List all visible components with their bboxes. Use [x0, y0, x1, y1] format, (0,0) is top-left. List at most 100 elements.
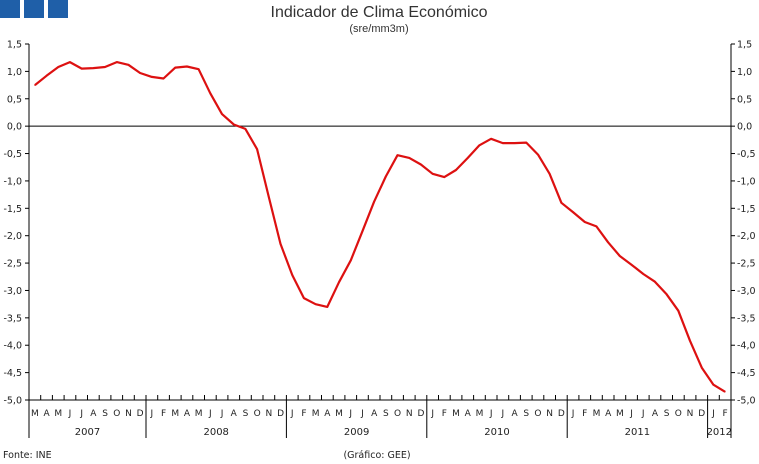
month-label: F [301, 409, 306, 419]
brand-logo [0, 0, 68, 18]
footer-credit: (Gráfico: GEE) [343, 450, 410, 461]
data-point [385, 175, 387, 178]
y-tick-label: -3,0 [3, 286, 22, 297]
data-point [560, 202, 563, 204]
y-axis-left-labels: 1,5 1,0 0,5 0,0 -0,5 -1,0 -1,5 -2,0 -2,5 -3,0 -3,5… [3, 40, 22, 407]
data-point [326, 306, 328, 308]
y-tick-label: 1,0 [7, 67, 22, 78]
year-label: 2011 [625, 427, 650, 438]
data-point [92, 67, 94, 69]
data-point [701, 367, 703, 369]
y-tick-label: -3,5 [3, 313, 22, 324]
month-label: M [335, 409, 343, 419]
month-label: A [371, 409, 378, 419]
data-point [256, 148, 258, 150]
month-label: F [582, 409, 587, 419]
data-point [642, 273, 644, 275]
month-label: O [394, 409, 401, 419]
series-line [34, 60, 726, 393]
data-point [186, 65, 188, 68]
month-label: N [687, 409, 694, 419]
y-tick-label-right: 0,0 [737, 122, 752, 133]
month-label: J [430, 409, 434, 419]
month-label: D [137, 409, 144, 419]
month-label: N [406, 409, 413, 419]
data-point [198, 68, 200, 70]
month-label: A [43, 409, 50, 419]
y-tick-label: -4,0 [3, 341, 22, 352]
data-point [525, 142, 527, 144]
data-point [513, 142, 516, 144]
data-point [174, 67, 176, 69]
data-point [104, 66, 106, 68]
data-point [338, 281, 340, 283]
y-tick-label-right: -0,5 [737, 149, 756, 160]
data-point [291, 274, 293, 276]
month-label: J [360, 409, 364, 419]
y-tick-label-right: -4,5 [737, 368, 756, 379]
y-tick-label-right: -4,0 [737, 341, 756, 352]
year-label: 2007 [75, 427, 100, 438]
data-point [712, 384, 715, 386]
month-label: M [452, 409, 460, 419]
month-label: N [265, 409, 272, 419]
data-point [490, 138, 492, 140]
month-label: O [675, 409, 682, 419]
month-label: N [125, 409, 132, 419]
month-label: J [290, 409, 294, 419]
y-tick-label: -1,5 [3, 204, 22, 215]
month-label: M [31, 409, 39, 419]
month-label: A [605, 409, 612, 419]
month-label: S [664, 409, 670, 419]
data-point [350, 259, 352, 261]
month-label: J [150, 409, 154, 419]
y-tick-label: 0,0 [7, 122, 22, 133]
y-tick-label-right: -2,5 [737, 259, 756, 270]
data-point [361, 230, 363, 232]
data-point [303, 297, 305, 299]
month-label: J [348, 409, 352, 419]
month-label: M [171, 409, 179, 419]
y-tick-label-right: -5,0 [737, 396, 756, 407]
y-tick-label-right: -3,5 [737, 313, 756, 324]
data-point [455, 169, 457, 171]
brand-square-2 [24, 0, 44, 18]
chart-title: Indicador de Clima Económico [271, 4, 488, 21]
data-point [45, 75, 48, 77]
data-point [595, 225, 598, 227]
month-label: J [79, 409, 83, 419]
y-tick-label-right: -3,0 [737, 286, 756, 297]
month-label: S [243, 409, 249, 419]
month-label: A [90, 409, 97, 419]
y-axis-right-labels: 1,5 1,0 0,5 0,0 -0,5 -1,0 -1,5 -2,0 -2,5 -3,0 -3,5… [737, 40, 756, 407]
data-point [654, 281, 656, 283]
year-label: 2008 [203, 427, 228, 438]
y-tick-label: 1,5 [7, 40, 22, 51]
month-label: O [534, 409, 541, 419]
data-point [244, 128, 246, 130]
month-label: M [616, 409, 624, 419]
data-point [630, 264, 633, 266]
y-tick-label: -0,5 [3, 149, 22, 160]
month-label: J [220, 409, 224, 419]
month-label: M [593, 409, 601, 419]
month-label: S [383, 409, 389, 419]
y-tick-label-right: 0,5 [737, 94, 752, 105]
month-label: S [523, 409, 529, 419]
year-label: 2009 [344, 427, 369, 438]
month-label: F [723, 409, 728, 419]
month-label: A [324, 409, 331, 419]
month-label: M [54, 409, 62, 419]
data-point [34, 84, 36, 86]
month-label: M [312, 409, 320, 419]
series-layer [34, 60, 726, 393]
data-point [151, 76, 153, 78]
month-label: F [442, 409, 447, 419]
data-point [420, 163, 422, 166]
data-point [432, 173, 434, 175]
year-label: 2010 [484, 427, 509, 438]
month-label: A [231, 409, 238, 419]
data-point [209, 92, 211, 94]
data-point [619, 255, 621, 257]
